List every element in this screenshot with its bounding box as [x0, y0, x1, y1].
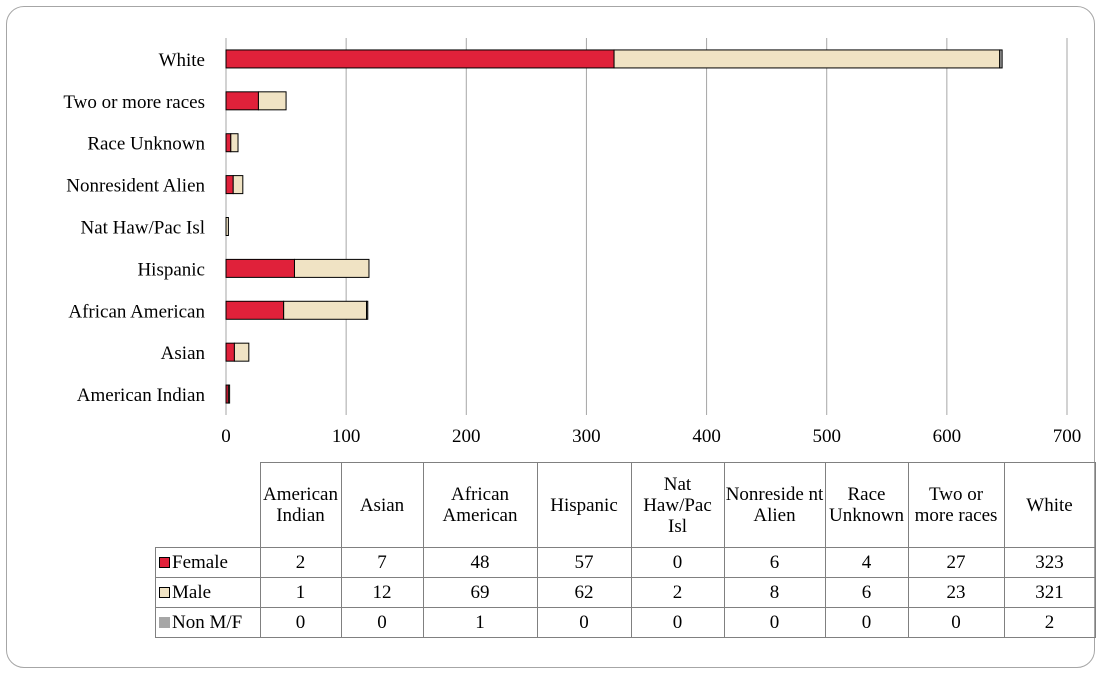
table-cell-male-race-unknown: 6	[824, 577, 909, 608]
table-cell-female-american-indian: 2	[259, 547, 342, 578]
table-header-asian: Asian	[340, 462, 424, 548]
category-labels: American Indian Asian African American Hisp…	[63, 50, 205, 406]
table-cell-female-race-unknown: 4	[824, 547, 909, 578]
table-cell-male-african-american: 69	[422, 577, 538, 608]
legend-entry-male: Male	[155, 577, 261, 608]
category-label-two-or-more-races: Two or more races	[63, 92, 205, 113]
table-cell-female-two-or-more-races: 27	[907, 547, 1005, 578]
x-tick-label-700: 700	[1053, 426, 1082, 447]
bar-male-nat-haw-pac-isl	[225, 217, 229, 236]
bar-female-white	[225, 49, 615, 69]
table-header-american-indian: American Indian	[259, 462, 342, 548]
table-cell-male-nat-haw-pac-isl: 2	[630, 577, 725, 608]
x-tick-label-300: 300	[572, 426, 601, 447]
table-header-nonresident-alien: Nonreside nt Alien	[723, 462, 826, 548]
category-label-hispanic: Hispanic	[137, 259, 205, 280]
table-cell-male-two-or-more-races: 23	[907, 577, 1005, 608]
x-tick-labels: 0 100 200 300 400 500 600 700	[221, 426, 1081, 447]
legend-label-female: Female	[172, 552, 228, 573]
x-tick-label-200: 200	[452, 426, 481, 447]
table-cell-male-american-indian: 1	[259, 577, 342, 608]
table-corner	[155, 462, 261, 548]
bar-female-asian	[225, 342, 235, 362]
category-label-white: White	[159, 50, 205, 71]
table-cell-female-asian: 7	[340, 547, 424, 578]
bar-male-african-american	[283, 300, 368, 320]
table-header-race-unknown: Race Unknown	[824, 462, 909, 548]
bar-male-asian	[233, 342, 250, 362]
category-label-nat-haw-pac-isl: Nat Haw/Pac Isl	[80, 218, 205, 239]
bar-female-nonresident-alien	[225, 175, 234, 195]
table-cell-non-m-f-african-american: 1	[422, 607, 538, 638]
category-label-race-unknown: Race Unknown	[87, 134, 205, 155]
table-cell-male-nonresident-alien: 8	[723, 577, 826, 608]
table-cell-non-m-f-nonresident-alien: 0	[723, 607, 826, 638]
table-cell-non-m-f-hispanic: 0	[536, 607, 632, 638]
table-cell-non-m-f-asian: 0	[340, 607, 424, 638]
category-label-asian: Asian	[161, 343, 206, 364]
table-cell-female-nonresident-alien: 6	[723, 547, 826, 578]
bars	[225, 49, 1003, 404]
legend-key-male	[159, 587, 170, 598]
bar-female-hispanic	[225, 258, 295, 278]
bar-female-african-american	[225, 300, 285, 320]
table-header-white: White	[1003, 462, 1096, 548]
bar-male-hispanic	[293, 258, 370, 278]
table-cell-male-asian: 12	[340, 577, 424, 608]
bar-female-race-unknown	[225, 133, 232, 153]
category-label-african-american: African American	[68, 301, 205, 322]
bar-female-two-or-more-races	[225, 91, 259, 111]
table-header-two-or-more-races: Two or more races	[907, 462, 1005, 548]
table-cell-female-nat-haw-pac-isl: 0	[630, 547, 725, 578]
table-header-hispanic: Hispanic	[536, 462, 632, 548]
table-header-row: American Indian Asian African American Hisp…	[155, 462, 1096, 548]
x-tick-label-100: 100	[332, 426, 361, 447]
legend-entry-non-m-f: Non M/F	[155, 607, 261, 638]
bar-non-m-f-african-american	[366, 300, 369, 320]
table-cell-male-white: 321	[1003, 577, 1096, 608]
table-row: Non M/F 0 0 1 0 0 0 0 0 2	[155, 607, 1096, 638]
table-cell-non-m-f-white: 2	[1003, 607, 1096, 638]
legend-label-male: Male	[172, 582, 212, 603]
gridlines	[225, 38, 1068, 415]
category-label-nonresident-alien: Nonresident Alien	[66, 176, 205, 197]
table-cell-non-m-f-race-unknown: 0	[824, 607, 909, 638]
table-row: Female 2 7 48 57 0 6 4 27 323	[155, 547, 1096, 578]
bar-male-two-or-more-races	[257, 91, 287, 111]
x-tick-label-0: 0	[221, 426, 231, 447]
category-label-american-indian: American Indian	[77, 385, 206, 406]
bar-male-nonresident-alien	[232, 175, 244, 195]
x-tick-label-400: 400	[692, 426, 721, 447]
bar-non-m-f-white	[999, 49, 1003, 69]
table-row: Male 1 12 69 62 2 8 6 23 321	[155, 577, 1096, 608]
table-body: Female 2 7 48 57 0 6 4 27 323 Male 1 12 69 62 2 8 6 23 321 N…	[155, 547, 1096, 638]
legend-key-non-m-f	[159, 617, 170, 628]
table-cell-female-white: 323	[1003, 547, 1096, 578]
table-header-nat-haw-pac-isl: Nat Haw/Pac Isl	[630, 462, 725, 548]
bar-male-american-indian	[227, 384, 231, 404]
table-cell-female-hispanic: 57	[536, 547, 632, 578]
legend-label-non-m-f: Non M/F	[172, 612, 243, 633]
table-cell-non-m-f-nat-haw-pac-isl: 0	[630, 607, 725, 638]
bar-male-white	[613, 49, 1001, 69]
x-tick-label-500: 500	[812, 426, 841, 447]
x-tick-label-600: 600	[933, 426, 962, 447]
table-header-african-american: African American	[422, 462, 538, 548]
table-cell-non-m-f-american-indian: 0	[259, 607, 342, 638]
legend-key-female	[159, 557, 170, 568]
table-cell-female-african-american: 48	[422, 547, 538, 578]
table-cell-male-hispanic: 62	[536, 577, 632, 608]
table-cell-non-m-f-two-or-more-races: 0	[907, 607, 1005, 638]
bar-male-race-unknown	[230, 133, 239, 153]
legend-entry-female: Female	[155, 547, 261, 578]
data-table: American Indian Asian African American Hisp…	[155, 462, 1096, 638]
